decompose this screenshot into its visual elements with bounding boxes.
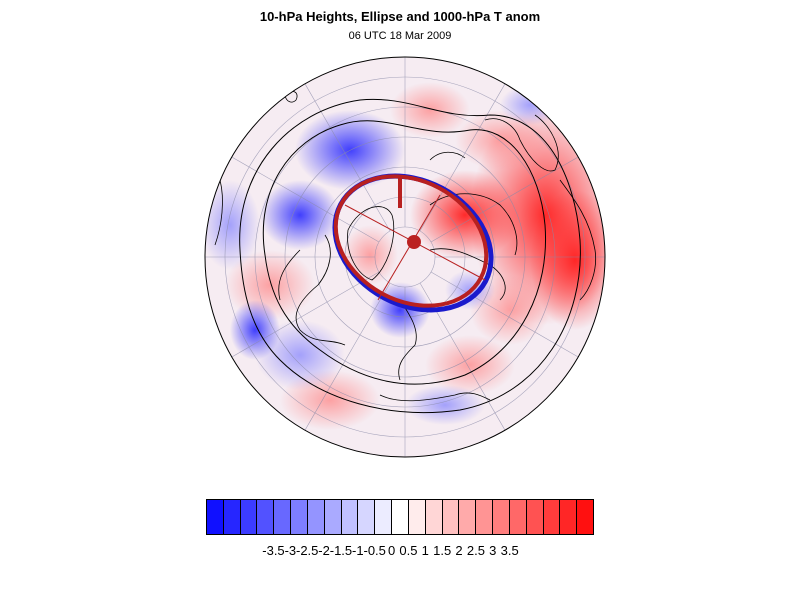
colorbar-cell (425, 500, 443, 534)
colorbar-cell (526, 500, 544, 534)
colorbar-label: 1 (421, 543, 429, 558)
meridian-line (419, 83, 506, 232)
ellipse-minor-axis (377, 194, 441, 301)
colorbar-cell (307, 500, 325, 534)
cold-anomaly-west-edge (205, 180, 260, 270)
colorbar-label: -3.5 (262, 543, 285, 558)
colorbar-label: 3 (489, 543, 497, 558)
colorbar-cell (274, 500, 292, 534)
warm-anomaly-north2 (390, 82, 470, 138)
colorbar-cell (291, 500, 308, 534)
cold-anomaly-south (405, 385, 485, 425)
height-contours (239, 98, 581, 413)
cold-anomaly-northwest (260, 180, 340, 250)
colorbar-label: 2.5 (466, 543, 485, 558)
colorbar-label: -1 (352, 543, 364, 558)
meridian-line (430, 156, 579, 243)
meridian-line (231, 271, 380, 358)
colorbar-cell (408, 500, 426, 534)
colorbar-cell (358, 500, 376, 534)
colorbar-cell (543, 500, 561, 534)
colorbar-labels: -3.5 -3 -2.5 -2 -1.5 -1 -0.5 0 0.5 1 1.5 2 2.5 3 3.5 (206, 543, 594, 559)
chart-subtitle: 06 UTC 18 Mar 2009 (348, 30, 452, 42)
colorbar (206, 499, 594, 535)
colorbar-cell (223, 500, 241, 534)
colorbar-cell (341, 500, 359, 534)
vortex-ellipse (332, 173, 494, 313)
colorbar-cell (207, 500, 224, 534)
colorbar-label: -0.5 (363, 543, 386, 558)
colorbar-label: 3.5 (500, 543, 519, 558)
globe-border (204, 56, 606, 458)
temperature-anomaly-field (205, 57, 605, 457)
colorbar-label: 2 (455, 543, 463, 558)
meridian-line (430, 271, 579, 358)
meridian-line (304, 282, 391, 431)
colorbar-cell (577, 500, 594, 534)
colorbar-cell (257, 500, 275, 534)
colorbar-label: -1.5 (329, 543, 353, 558)
colorbar-cell (442, 500, 460, 534)
colorbar-cell (375, 500, 393, 534)
colorbar-label: 0.5 (399, 543, 418, 558)
colorbar-cell (476, 500, 494, 534)
ellipse-center (407, 235, 421, 249)
colorbar-label: -2.5 (296, 543, 319, 558)
colorbar-cell (392, 500, 409, 534)
warm-anomaly-north (455, 110, 545, 170)
warm-anomaly-center (410, 170, 520, 260)
cold-anomaly-northeast (500, 85, 560, 125)
chart-title: 10-hPa Heights, Ellipse and 1000-hPa T a… (259, 9, 541, 24)
warm-anomaly-greenland (342, 225, 398, 285)
colorbar-cell (493, 500, 510, 534)
warm-anomaly-east-edge (530, 190, 605, 330)
colorbar-cell (560, 500, 578, 534)
colorbar-label: 1.5 (433, 543, 452, 558)
colorbar-cell (324, 500, 342, 534)
colorbar-label: 0 (387, 543, 396, 558)
colorbar-label: -3 (284, 543, 297, 558)
colorbar-cell (240, 500, 258, 534)
colorbar-label: -2 (318, 543, 330, 558)
colorbar-cell (459, 500, 477, 534)
colorbar-cell (509, 500, 527, 534)
